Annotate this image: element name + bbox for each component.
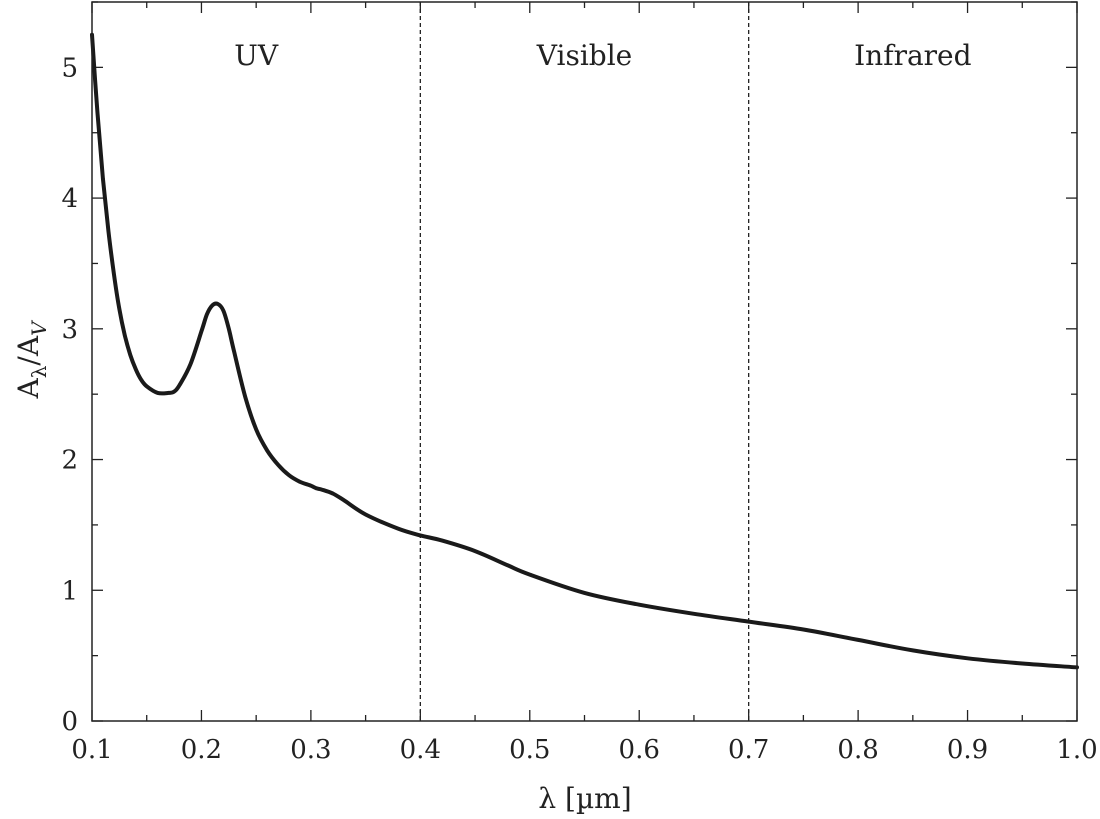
- y-axis-title: Aλ/AV: [12, 319, 51, 400]
- plot-frame: [91, 1, 1078, 722]
- x-tick-label: 1.0: [1056, 735, 1097, 765]
- y-axis-title-sub2: V: [27, 319, 51, 336]
- y-axis-title-base: A: [12, 378, 45, 400]
- x-tick-label: 0.8: [837, 735, 878, 765]
- y-tick-labels: 0 1 2 3 4 5: [61, 53, 78, 737]
- svg-text:Aλ/AV: Aλ/AV: [12, 319, 51, 400]
- x-tick-label: 0.6: [619, 735, 660, 765]
- y-tick-label: 4: [61, 184, 78, 214]
- region-label-infrared: Infrared: [854, 39, 971, 72]
- y-axis-title-slash: /A: [12, 335, 45, 365]
- x-tick-label: 0.3: [290, 735, 331, 765]
- x-tick-label: 0.9: [947, 735, 988, 765]
- region-boundary-lines: [419, 2, 750, 721]
- x-tick-label: 0.4: [400, 735, 441, 765]
- y-tick-label: 2: [61, 446, 78, 476]
- region-label-visible: Visible: [536, 39, 632, 72]
- y-tick-label: 3: [61, 315, 78, 345]
- x-axis-title: λ [µm]: [538, 782, 631, 815]
- y-axis-title-sub1: λ: [27, 365, 51, 378]
- x-tick-labels: 0.1 0.2 0.3 0.4 0.5 0.6 0.7 0.8 0.9 1.0: [71, 735, 1097, 765]
- x-tick-label: 0.1: [71, 735, 112, 765]
- extinction-curve-line: [90, 32, 1079, 670]
- region-labels: UV Visible Infrared: [234, 39, 971, 72]
- axis-ticks: [91, 1, 1078, 722]
- region-label-uv: UV: [234, 39, 279, 72]
- y-tick-label: 1: [61, 576, 78, 606]
- x-tick-label: 0.2: [181, 735, 222, 765]
- y-tick-label: 0: [61, 707, 78, 737]
- x-tick-label: 0.5: [509, 735, 550, 765]
- x-tick-label: 0.7: [728, 735, 769, 765]
- y-tick-label: 5: [61, 53, 78, 83]
